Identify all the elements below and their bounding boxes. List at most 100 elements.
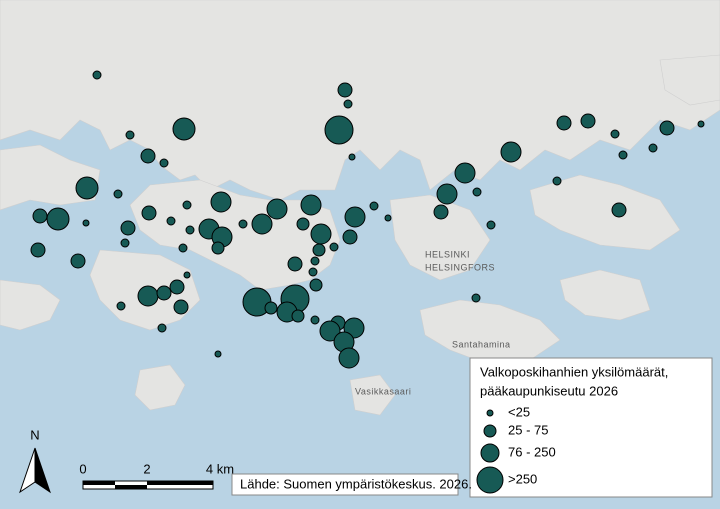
site-symbol — [454, 162, 476, 184]
observation-sites — [30, 70, 705, 369]
site-symbol — [211, 241, 225, 255]
site-symbol — [486, 220, 496, 230]
site-symbol — [309, 278, 323, 292]
site-symbol — [659, 120, 675, 136]
scale-label: 0 — [79, 461, 86, 476]
scale-bar-segment — [83, 481, 115, 485]
site-symbol — [159, 158, 169, 168]
site-symbol — [337, 82, 353, 98]
site-symbol — [552, 176, 562, 186]
site-symbol — [580, 113, 596, 129]
site-symbol — [172, 117, 196, 141]
site-symbol — [30, 242, 46, 258]
source-box — [231, 473, 459, 496]
place-label: Vasikkasaari — [355, 386, 411, 396]
legend-symbol — [480, 443, 500, 463]
north-arrow-right — [34, 447, 51, 494]
scale-bar — [82, 480, 214, 490]
site-symbol — [137, 285, 159, 307]
site-symbol — [610, 129, 620, 139]
site-symbol — [120, 220, 136, 236]
site-symbol — [471, 293, 481, 303]
north-arrow — [19, 447, 51, 494]
site-symbol — [92, 70, 102, 80]
site-symbol — [308, 267, 318, 277]
legend-label: <25 — [508, 404, 530, 419]
legend-title: pääkaupunkiseutu 2026 — [480, 383, 618, 398]
site-symbol — [82, 219, 90, 227]
site-symbol — [264, 301, 278, 315]
site-symbol — [319, 320, 341, 342]
legend-box — [469, 357, 713, 498]
site-symbol — [32, 208, 48, 224]
site-symbol — [500, 141, 522, 163]
site-symbol — [140, 148, 156, 164]
site-symbol — [46, 207, 70, 231]
site-symbol — [210, 191, 232, 213]
source: Lähde: Suomen ympäristökeskus. 2026. — [240, 476, 472, 491]
site-symbol — [342, 229, 358, 245]
site-symbol — [113, 189, 123, 199]
site-symbol — [157, 323, 167, 333]
site-symbol — [697, 120, 705, 128]
site-symbol — [75, 176, 99, 200]
site-symbol — [120, 238, 130, 248]
site-symbol — [472, 187, 482, 197]
site-symbol — [125, 130, 135, 140]
site-symbol — [384, 214, 392, 222]
site-symbol — [300, 194, 322, 216]
legend-label: >250 — [508, 471, 537, 486]
place-label: HELSINGFORS — [425, 262, 495, 272]
site-symbol — [238, 219, 248, 229]
legend-title: Valkoposkihanhien yksilömäärät, — [480, 364, 668, 379]
site-symbol — [116, 301, 126, 311]
site-symbol — [433, 204, 449, 220]
site-symbol — [169, 279, 185, 295]
site-symbol — [338, 347, 360, 369]
legend-label: 76 - 250 — [508, 444, 556, 459]
site-symbol — [348, 153, 356, 161]
site-symbol — [310, 256, 320, 266]
site-symbol — [173, 299, 189, 315]
legend-label: 25 - 75 — [508, 422, 548, 437]
site-symbol — [182, 200, 192, 210]
site-symbol — [329, 242, 339, 252]
site-symbol — [310, 315, 320, 325]
site-symbol — [556, 115, 572, 131]
legend-symbol — [476, 466, 504, 494]
site-symbol — [324, 115, 354, 145]
site-symbol — [185, 225, 195, 235]
place-label: Santahamina — [452, 339, 511, 349]
site-symbol — [166, 216, 176, 226]
site-symbol — [156, 285, 172, 301]
site-symbol — [266, 198, 288, 220]
site-symbol — [291, 309, 305, 323]
scale-bar-segment — [115, 485, 147, 489]
site-symbol — [183, 271, 191, 279]
site-symbol — [343, 99, 353, 109]
scale-label: 4 km — [206, 461, 234, 476]
site-symbol — [436, 183, 458, 205]
site-symbol — [214, 350, 222, 358]
site-symbol — [296, 217, 310, 231]
site-symbol — [287, 256, 303, 272]
legend-symbol — [486, 409, 494, 417]
site-symbol — [70, 253, 86, 269]
site-symbol — [611, 202, 627, 218]
site-symbol — [141, 205, 157, 221]
north-label: N — [30, 427, 39, 442]
site-symbol — [648, 143, 658, 153]
site-symbol — [312, 243, 326, 257]
land — [0, 0, 720, 416]
site-symbol — [251, 213, 273, 235]
site-symbol — [310, 223, 332, 245]
site-symbol — [178, 243, 188, 253]
place-label: HELSINKI — [425, 249, 470, 259]
site-symbol — [344, 206, 366, 228]
site-symbol — [369, 201, 379, 211]
site-symbol — [618, 150, 628, 160]
scale-bar-segment — [147, 481, 213, 485]
legend-symbol — [483, 424, 497, 438]
scale-label: 2 — [143, 461, 150, 476]
